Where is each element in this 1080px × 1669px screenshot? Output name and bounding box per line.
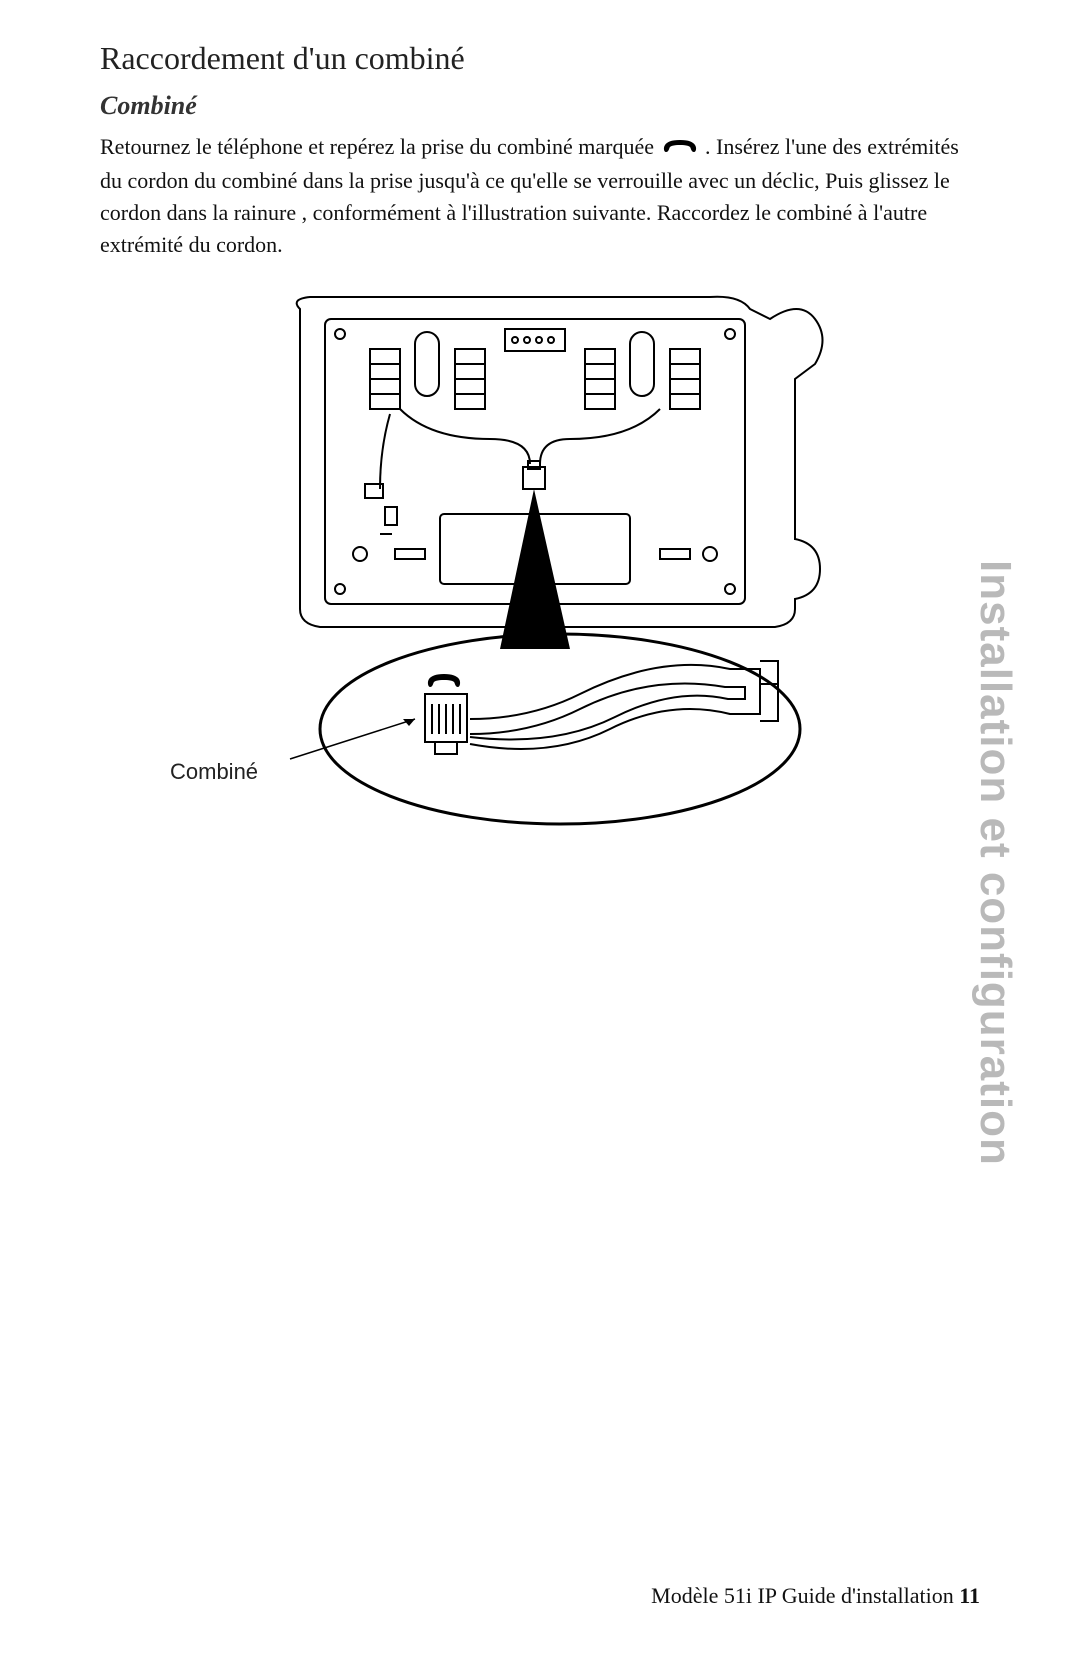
- body-paragraph: Retournez le téléphone et repérez la pri…: [100, 131, 980, 261]
- page-number: 11: [959, 1583, 980, 1608]
- side-tab: Installation et configuration: [970, 560, 1020, 1166]
- figure: Combiné: [100, 289, 980, 874]
- body-text-before: Retournez le téléphone et repérez la pri…: [100, 134, 660, 159]
- footer: Modèle 51i IP Guide d'installation 11: [651, 1583, 980, 1609]
- handset-icon: [662, 133, 698, 165]
- phone-diagram: [230, 289, 850, 869]
- callout-label: Combiné: [170, 759, 258, 785]
- page: Raccordement d'un combiné Combiné Retour…: [0, 0, 1080, 1669]
- section-subheading: Combiné: [100, 91, 980, 121]
- section-heading: Raccordement d'un combiné: [100, 40, 980, 77]
- footer-text: Modèle 51i IP Guide d'installation: [651, 1583, 959, 1608]
